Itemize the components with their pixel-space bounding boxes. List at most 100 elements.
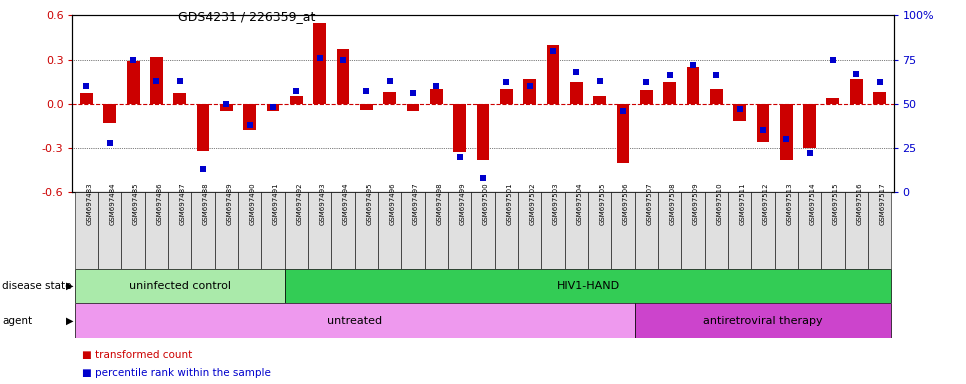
Text: GSM697495: GSM697495 [366, 182, 372, 225]
Bar [145, 192, 168, 269]
Text: GSM697492: GSM697492 [297, 182, 302, 225]
Text: GSM697485: GSM697485 [133, 182, 139, 225]
Text: antiretroviral therapy: antiretroviral therapy [703, 316, 823, 326]
Bar [635, 303, 892, 338]
Bar [173, 93, 186, 104]
Bar [74, 269, 285, 303]
Point [872, 79, 888, 86]
Text: ▶: ▶ [66, 316, 73, 326]
Text: GSM697512: GSM697512 [763, 182, 769, 225]
Bar [290, 96, 302, 104]
Bar [635, 192, 658, 269]
Bar [821, 192, 844, 269]
Text: HIV1-HAND: HIV1-HAND [556, 281, 619, 291]
Bar [360, 104, 373, 109]
Text: GSM697505: GSM697505 [600, 182, 606, 225]
Bar [80, 93, 93, 104]
Bar [150, 56, 163, 104]
Text: GSM697501: GSM697501 [506, 182, 512, 225]
Bar [756, 104, 769, 142]
Bar [355, 192, 378, 269]
Bar [407, 104, 419, 111]
Bar [658, 192, 681, 269]
Point [779, 136, 794, 142]
Text: GSM697491: GSM697491 [273, 182, 279, 225]
Text: GSM697499: GSM697499 [460, 182, 466, 225]
Bar [775, 192, 798, 269]
Point [218, 101, 234, 107]
Bar [331, 192, 355, 269]
Text: GSM697483: GSM697483 [86, 182, 93, 225]
Bar [593, 96, 606, 104]
Bar [425, 192, 448, 269]
Point [382, 78, 397, 84]
Text: agent: agent [2, 316, 32, 326]
Bar [168, 192, 191, 269]
Text: GSM697500: GSM697500 [483, 182, 489, 225]
Text: GSM697494: GSM697494 [343, 182, 349, 225]
Point [242, 122, 258, 128]
Bar [262, 192, 285, 269]
Text: GSM697510: GSM697510 [716, 182, 723, 225]
Bar [103, 104, 116, 123]
Text: GSM697497: GSM697497 [413, 182, 419, 225]
Bar [430, 89, 442, 104]
Bar [495, 192, 518, 269]
Bar [74, 192, 99, 269]
Text: GSM697511: GSM697511 [740, 182, 746, 225]
Bar [704, 192, 728, 269]
Text: GSM697509: GSM697509 [693, 182, 699, 225]
Point [358, 88, 374, 94]
Point [335, 56, 351, 63]
Text: GSM697507: GSM697507 [646, 182, 652, 225]
Text: GSM697490: GSM697490 [250, 182, 256, 225]
Bar [471, 192, 495, 269]
Text: GSM697515: GSM697515 [833, 182, 838, 225]
Bar [500, 89, 513, 104]
Text: GSM697484: GSM697484 [110, 182, 116, 225]
Bar [99, 192, 122, 269]
Text: GSM697493: GSM697493 [320, 182, 326, 225]
Bar [448, 192, 471, 269]
Bar [122, 192, 145, 269]
Text: untreated: untreated [327, 316, 383, 326]
Text: ■ transformed count: ■ transformed count [82, 350, 192, 360]
Point [266, 104, 281, 110]
Bar [565, 192, 588, 269]
Point [545, 48, 560, 54]
Point [406, 90, 421, 96]
Point [825, 56, 840, 63]
Point [848, 71, 864, 77]
Bar [476, 104, 490, 160]
Point [522, 83, 537, 89]
Text: GSM697517: GSM697517 [880, 182, 886, 225]
Point [475, 175, 491, 181]
Bar [336, 49, 350, 104]
Text: GSM697488: GSM697488 [203, 182, 209, 225]
Point [312, 55, 327, 61]
Point [708, 72, 724, 78]
Point [498, 79, 514, 86]
Point [452, 154, 468, 160]
Text: GSM697508: GSM697508 [669, 182, 675, 225]
Point [685, 62, 700, 68]
Bar [313, 23, 327, 104]
Bar [803, 104, 816, 148]
Bar [780, 104, 793, 160]
Bar [850, 79, 863, 104]
Bar [639, 91, 653, 104]
Bar [191, 192, 214, 269]
Bar [681, 192, 704, 269]
Point [615, 108, 631, 114]
Bar [524, 79, 536, 104]
Text: GSM697489: GSM697489 [226, 182, 233, 225]
Point [662, 72, 677, 78]
Bar [197, 104, 210, 151]
Bar [238, 192, 262, 269]
Bar [844, 192, 867, 269]
Point [569, 69, 584, 75]
Text: GSM697498: GSM697498 [437, 182, 442, 225]
Bar [518, 192, 541, 269]
Bar [588, 192, 611, 269]
Text: GSM697502: GSM697502 [529, 182, 536, 225]
